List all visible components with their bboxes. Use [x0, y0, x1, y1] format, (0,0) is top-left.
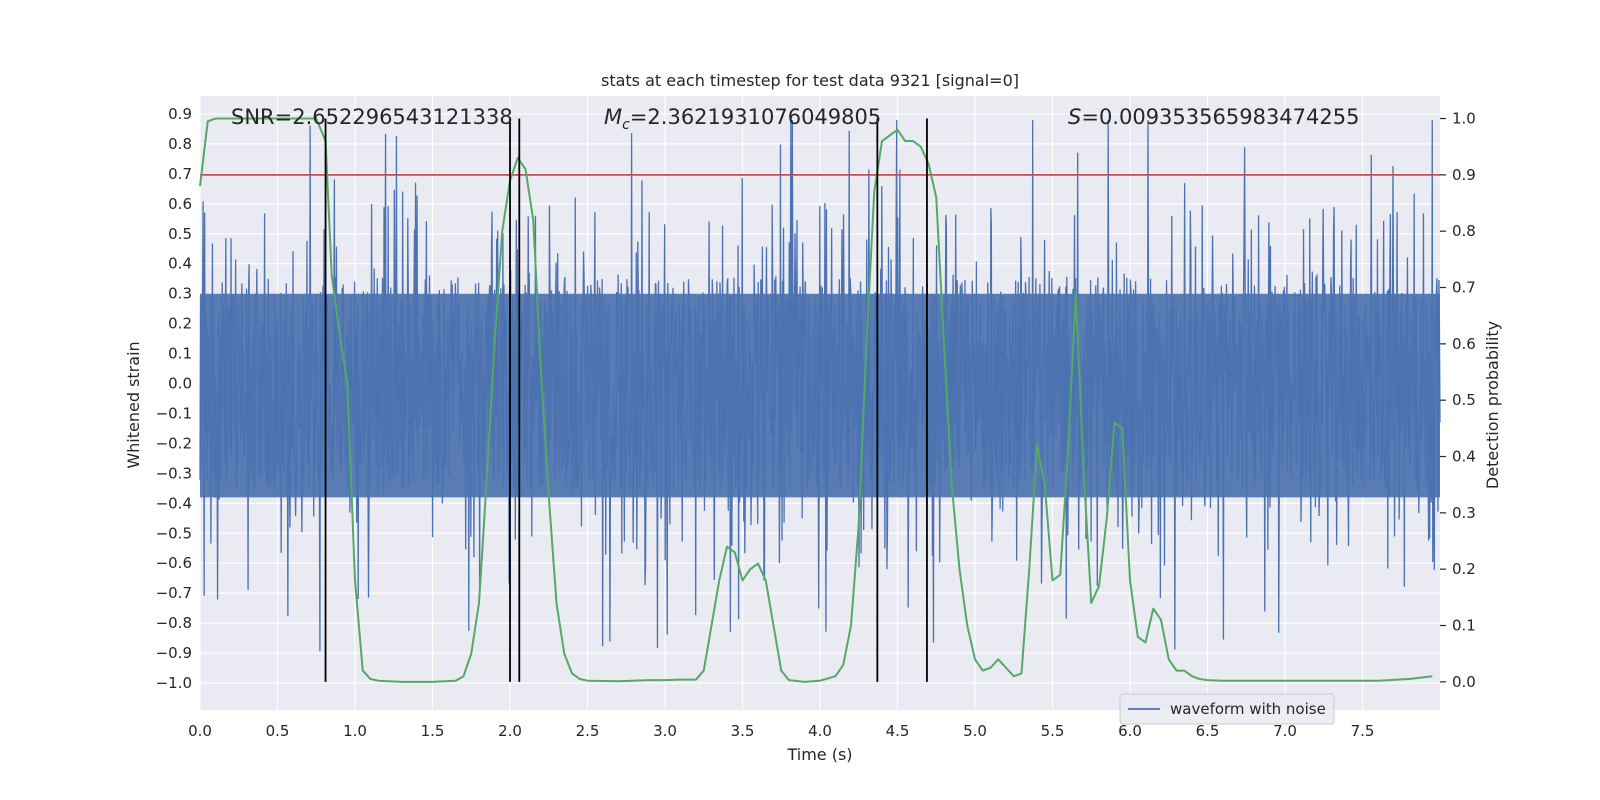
x-tick-label: 2.5: [576, 722, 600, 740]
chirp-mass-annotation: Mc=2.3621931076049805: [604, 105, 881, 133]
y-tick-label: −0.9: [156, 644, 192, 662]
x-tick-label: 6.0: [1118, 722, 1142, 740]
y2-axis-label: Detection probability: [1483, 321, 1502, 489]
y-tick-label: −0.4: [156, 494, 192, 512]
y2-axis-ticks: 1.0 0.9 0.8 0.7 0.6 0.5 0.4 0.3 0.2 0.1 0.0: [1440, 110, 1476, 691]
legend: waveform with noise: [1119, 693, 1335, 725]
y-tick-label: −0.7: [156, 584, 192, 602]
y-tick-label: −0.1: [156, 404, 192, 422]
chirp-mass-symbol: M: [604, 105, 622, 129]
y2-tick-label: 0.9: [1452, 166, 1476, 184]
x-tick-label: 1.0: [343, 722, 367, 740]
chirp-mass-subscript: c: [622, 117, 630, 133]
x-axis-ticks: 0.0 0.5 1.0 1.5 2.0 2.5 3.0 3.5 4.0 4.5 5.0 5.5 6.0 6…: [188, 722, 1374, 740]
y-tick-label: 0.6: [168, 195, 192, 213]
x-tick-label: 0.0: [188, 722, 212, 740]
series-waveform-with-noise: [199, 119, 1441, 652]
x-tick-label: 4.0: [808, 722, 832, 740]
y-axis-ticks: 0.9 0.8 0.7 0.6 0.5 0.4 0.3 0.2 0.1 0.0 −0.1 −0.2 −0…: [156, 105, 192, 692]
y-tick-label: −0.3: [156, 464, 192, 482]
legend-label: waveform with noise: [1170, 700, 1326, 718]
y-axis-label: Whitened strain: [124, 341, 143, 468]
x-tick-label: 5.0: [963, 722, 987, 740]
y-tick-label: 0.8: [168, 135, 192, 153]
legend-box: [1119, 693, 1335, 725]
x-tick-label: 0.5: [266, 722, 290, 740]
y-tick-label: 0.5: [168, 225, 192, 243]
x-tick-label: 7.5: [1351, 722, 1375, 740]
chirp-mass-value: =2.3621931076049805: [630, 105, 881, 129]
y2-tick-label: 0.7: [1452, 279, 1476, 297]
chart-title: stats at each timestep for test data 932…: [601, 71, 1019, 90]
y-tick-label: 0.2: [168, 315, 192, 333]
s-annotation: S=0.009353565983474255: [1068, 105, 1359, 129]
x-tick-label: 4.5: [886, 722, 910, 740]
y2-tick-label: 1.0: [1452, 110, 1476, 128]
y-tick-label: 0.9: [168, 105, 192, 123]
series-detection-probability: [199, 117, 1433, 683]
s-symbol: S: [1068, 105, 1081, 129]
y2-tick-label: 0.2: [1452, 560, 1476, 578]
waveform-core-band: [200, 293, 1440, 498]
probability-line: [199, 117, 1433, 683]
y2-tick-label: 0.6: [1452, 335, 1476, 353]
y2-tick-label: 0.5: [1452, 391, 1476, 409]
y-tick-label: 0.3: [168, 285, 192, 303]
y2-tick-label: 0.1: [1452, 617, 1476, 635]
snr-annotation: SNR=2.652296543121338: [231, 105, 513, 129]
vertical-markers: [324, 118, 928, 682]
y-tick-label: −0.8: [156, 614, 192, 632]
x-tick-label: 6.5: [1196, 722, 1220, 740]
y2-tick-label: 0.0: [1452, 673, 1476, 691]
y2-tick-label: 0.8: [1452, 222, 1476, 240]
y-tick-label: 0.0: [168, 375, 192, 393]
y-tick-label: 0.7: [168, 165, 192, 183]
x-tick-label: 7.0: [1273, 722, 1297, 740]
x-axis-label: Time (s): [786, 745, 852, 764]
y-tick-label: −1.0: [156, 674, 192, 692]
y-tick-label: −0.2: [156, 434, 192, 452]
y-tick-label: −0.5: [156, 524, 192, 542]
y-tick-label: 0.4: [168, 255, 192, 273]
x-tick-label: 2.0: [498, 722, 522, 740]
x-tick-label: 3.0: [653, 722, 677, 740]
y-tick-label: −0.6: [156, 554, 192, 572]
y2-tick-label: 0.3: [1452, 504, 1476, 522]
s-value: =0.009353565983474255: [1081, 105, 1359, 129]
x-tick-label: 5.5: [1041, 722, 1065, 740]
y-tick-label: 0.1: [168, 345, 192, 363]
x-tick-label: 3.5: [731, 722, 755, 740]
y2-tick-label: 0.4: [1452, 448, 1476, 466]
x-tick-label: 1.5: [421, 722, 445, 740]
